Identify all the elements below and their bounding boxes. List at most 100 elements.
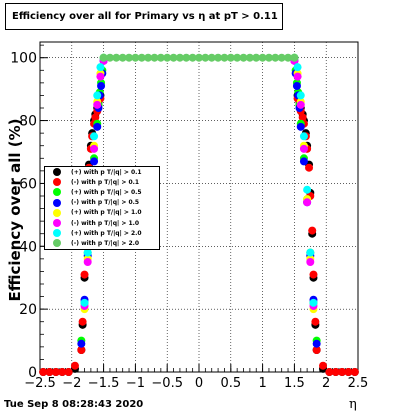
data-point-series-8 — [264, 53, 273, 62]
legend-label: (+) with p T/|q| > 2.0 — [71, 229, 142, 237]
legend-marker — [53, 219, 61, 228]
data-point-series-2 — [58, 368, 67, 376]
data-point-series-2 — [350, 368, 359, 376]
data-point-series-8 — [258, 53, 267, 62]
data-point-series-7 — [80, 298, 89, 307]
data-point-series-8 — [131, 53, 140, 62]
chart-title: Efficiency over all for Primary vs η at … — [5, 3, 283, 30]
data-point-series-8 — [214, 53, 223, 62]
x-tick-label: −2.5 — [24, 376, 56, 391]
y-axis-title: Efficiency over all (%) — [6, 119, 24, 302]
data-point-series-2 — [70, 361, 79, 370]
legend: (+) with p T/|q| > 0.1 (-) with p T/|q| >… — [44, 166, 160, 250]
legend-label: (+) with p T/|q| > 0.1 — [71, 168, 142, 176]
data-point-series-6 — [93, 100, 102, 109]
data-point-series-6 — [296, 100, 305, 109]
data-point-series-2 — [39, 368, 48, 376]
x-tick-label: 2 — [322, 376, 330, 391]
data-point-series-4 — [77, 339, 86, 348]
data-point-series-2 — [91, 113, 100, 122]
legend-label: (-) with p T/|q| > 1.0 — [71, 219, 140, 227]
data-point-series-8 — [233, 53, 242, 62]
data-point-series-6 — [83, 258, 92, 266]
legend-label: (-) with p T/|q| > 0.5 — [71, 199, 140, 207]
data-point-series-8 — [220, 53, 229, 62]
data-point-series-4 — [312, 339, 321, 348]
data-point-series-7 — [303, 185, 312, 194]
data-point-series-6 — [303, 198, 312, 207]
data-point-series-8 — [169, 53, 178, 62]
data-point-series-8 — [182, 53, 191, 62]
data-point-series-8 — [156, 53, 165, 62]
data-point-series-2 — [45, 368, 54, 376]
data-point-series-2 — [309, 270, 318, 279]
data-point-series-8 — [245, 53, 254, 62]
x-tick-label: 1.5 — [284, 376, 305, 391]
legend-entry: (-) with p T/|q| > 1.0 — [45, 218, 159, 228]
data-point-series-2 — [338, 368, 347, 376]
data-point-series-2 — [344, 368, 353, 376]
data-point-series-6 — [299, 144, 308, 153]
legend-entry: (+) with p T/|q| > 0.1 — [45, 167, 159, 177]
legend-entry: (+) with p T/|q| > 1.0 — [45, 208, 159, 218]
data-point-series-8 — [112, 53, 121, 62]
data-point-series-7 — [90, 132, 99, 141]
data-point-series-2 — [331, 368, 340, 376]
data-point-series-2 — [305, 163, 314, 172]
y-tick-label: 60 — [19, 176, 37, 192]
legend-marker — [53, 229, 61, 238]
data-point-series-8 — [201, 53, 210, 62]
x-tick-label: 0 — [195, 376, 203, 391]
data-point-series-4 — [93, 122, 102, 131]
data-point-series-2 — [325, 368, 334, 376]
data-point-series-4 — [292, 82, 301, 90]
data-point-series-8 — [175, 53, 184, 62]
timestamp: Tue Sep 8 08:28:43 2020 — [4, 399, 144, 410]
legend-marker — [53, 188, 61, 197]
data-point-series-8 — [150, 53, 159, 62]
data-point-series-2 — [51, 368, 60, 376]
data-point-series-2 — [312, 346, 321, 354]
data-point-series-7 — [93, 91, 102, 100]
data-point-series-8 — [137, 53, 146, 62]
legend-marker — [53, 208, 61, 217]
legend-label: (-) with p T/|q| > 2.0 — [71, 239, 140, 247]
data-point-series-8 — [99, 53, 108, 62]
x-axis-title: η — [349, 397, 357, 412]
data-point-series-6 — [306, 258, 315, 266]
data-point-series-2 — [298, 113, 307, 122]
data-point-series-6 — [90, 144, 99, 153]
data-point-series-8 — [290, 53, 299, 62]
legend-marker — [53, 198, 61, 207]
data-point-series-4 — [90, 157, 99, 166]
y-tick-label: 80 — [19, 114, 37, 130]
data-point-series-2 — [77, 346, 86, 354]
y-tick-label: 0 — [28, 365, 37, 381]
legend-entry: (-) with p T/|q| > 0.1 — [45, 177, 159, 187]
data-point-series-2 — [308, 226, 317, 235]
legend-entry: (-) with p T/|q| > 2.0 — [45, 238, 159, 248]
x-tick-label: 2.5 — [348, 376, 369, 391]
data-point-series-7 — [293, 63, 302, 72]
legend-label: (-) with p T/|q| > 0.1 — [71, 178, 140, 186]
legend-marker — [53, 239, 61, 248]
data-point-series-2 — [80, 270, 89, 279]
data-point-series-4 — [296, 122, 305, 131]
legend-entry: (-) with p T/|q| > 0.5 — [45, 198, 159, 208]
legend-label: (+) with p T/|q| > 1.0 — [71, 209, 142, 217]
tick-labels: −2.5 −2 −1.5 −1 −0.5 0 0.5 1 1.5 2 2.5 0 20 40 60 80 100 — [10, 51, 368, 391]
data-point-series-8 — [284, 53, 293, 62]
legend-entry: (+) with p T/|q| > 2.0 — [45, 228, 159, 238]
data-point-series-7 — [306, 248, 315, 257]
legend-marker — [53, 168, 61, 177]
x-tick-label: 0.5 — [220, 376, 241, 391]
y-tick-label: 40 — [19, 239, 37, 255]
x-tick-label: −1.5 — [88, 376, 120, 391]
data-point-series-8 — [271, 53, 280, 62]
data-point-series-8 — [252, 53, 261, 62]
data-point-series-8 — [144, 53, 153, 62]
data-point-series-2 — [311, 317, 320, 326]
data-point-series-8 — [188, 53, 197, 62]
data-point-series-8 — [195, 53, 203, 62]
